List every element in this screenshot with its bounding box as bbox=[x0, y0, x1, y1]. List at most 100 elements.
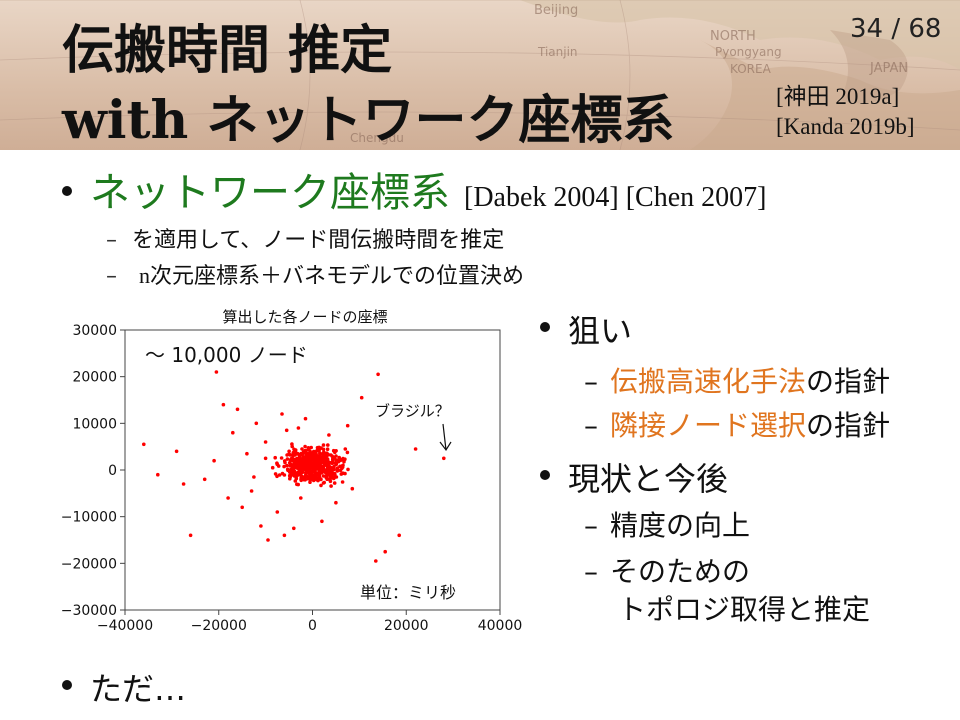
data-point bbox=[305, 453, 309, 457]
data-point bbox=[303, 448, 308, 453]
data-point bbox=[231, 430, 235, 435]
data-point bbox=[307, 465, 312, 470]
data-point bbox=[296, 482, 300, 487]
data-point bbox=[332, 481, 337, 485]
data-point bbox=[304, 463, 309, 468]
data-point bbox=[249, 489, 254, 493]
header-banner: Beijing NORTH Pyongyang KOREA JAPAN Tian… bbox=[0, 0, 960, 150]
bullet-dot bbox=[540, 470, 550, 480]
data-point bbox=[317, 473, 321, 478]
bullet-label: 現状と今後 bbox=[568, 460, 729, 498]
data-point bbox=[316, 478, 320, 483]
data-point bbox=[284, 428, 289, 433]
data-point bbox=[303, 444, 307, 449]
data-point bbox=[293, 448, 298, 452]
data-point bbox=[318, 453, 322, 457]
data-point bbox=[294, 465, 298, 470]
data-point bbox=[329, 484, 333, 488]
data-point bbox=[325, 447, 330, 451]
data-point bbox=[343, 447, 348, 451]
data-point bbox=[282, 533, 287, 538]
data-point bbox=[311, 462, 315, 466]
data-point bbox=[288, 463, 292, 468]
data-point bbox=[311, 465, 315, 470]
data-point bbox=[287, 473, 292, 478]
data-point bbox=[326, 452, 331, 457]
data-point bbox=[337, 457, 342, 462]
status-sub-2: – そのための bbox=[584, 555, 751, 588]
data-point bbox=[288, 453, 293, 457]
data-point bbox=[303, 470, 308, 475]
data-point bbox=[335, 469, 340, 473]
bullet-dot bbox=[540, 322, 550, 332]
data-point bbox=[330, 454, 335, 458]
aim-sub-2: – 隣接ノード選択の指針 bbox=[584, 409, 891, 442]
data-point bbox=[275, 462, 279, 466]
y-tick-label: −30000 bbox=[61, 603, 117, 619]
data-point bbox=[292, 462, 297, 466]
data-point bbox=[324, 475, 329, 480]
data-point bbox=[330, 466, 335, 470]
page-number: 34 / 68 bbox=[850, 14, 942, 44]
data-point bbox=[282, 473, 287, 477]
bullet-aim: 狙い bbox=[540, 306, 632, 352]
data-point bbox=[328, 476, 333, 481]
data-point bbox=[340, 465, 345, 469]
bullet-status: 現状と今後 bbox=[540, 454, 728, 500]
data-point bbox=[320, 465, 324, 470]
data-point bbox=[376, 372, 380, 377]
aim-suffix: の指針 bbox=[806, 409, 891, 442]
status-text: 精度の向上 bbox=[610, 509, 751, 542]
data-point bbox=[327, 433, 331, 437]
data-point bbox=[291, 459, 296, 463]
data-point bbox=[334, 458, 338, 462]
data-point bbox=[299, 474, 304, 479]
map-label: Beijing bbox=[534, 3, 578, 18]
x-axis-ticks: −40000 −20000 0 20000 40000 bbox=[97, 610, 522, 634]
data-point bbox=[280, 412, 284, 416]
title-references: [神田 2019a] [Kanda 2019b] bbox=[776, 82, 915, 142]
data-point bbox=[294, 476, 299, 481]
data-point bbox=[282, 464, 286, 469]
data-point bbox=[321, 474, 326, 478]
data-point bbox=[287, 449, 291, 454]
sub-bullet-n: n bbox=[139, 263, 150, 288]
data-point bbox=[306, 470, 311, 474]
slide-title-line1: 伝搬時間 推定 bbox=[62, 21, 393, 81]
x-tick-label: 0 bbox=[308, 618, 317, 634]
data-point bbox=[299, 452, 303, 456]
data-point bbox=[310, 469, 315, 474]
aim-sub-1: – 伝搬高速化手法の指針 bbox=[584, 365, 891, 398]
data-point bbox=[188, 533, 193, 538]
data-point bbox=[340, 480, 345, 484]
reference-1: [神田 2019a] bbox=[776, 84, 900, 109]
status-sub-2-cont: トポロジ取得と推定 bbox=[618, 593, 871, 626]
data-point bbox=[345, 423, 350, 428]
data-point bbox=[321, 459, 326, 463]
data-point bbox=[413, 447, 418, 451]
data-point bbox=[308, 457, 312, 462]
data-point bbox=[245, 451, 249, 456]
data-point bbox=[279, 456, 284, 460]
bullet-refs: [Dabek 2004] [Chen 2007] bbox=[464, 182, 767, 213]
data-point bbox=[309, 445, 313, 450]
world-map-background: Beijing NORTH Pyongyang KOREA JAPAN Tian… bbox=[0, 0, 960, 150]
data-point bbox=[263, 456, 268, 461]
aim-highlight: 隣接ノード選択 bbox=[610, 409, 807, 442]
data-point bbox=[341, 471, 345, 475]
bullet-dot bbox=[62, 186, 72, 196]
data-point bbox=[338, 468, 343, 473]
bullet-network-coordinates: ネットワーク座標系 [Dabek 2004] [Chen 2007] bbox=[62, 160, 766, 218]
data-point bbox=[254, 421, 259, 426]
bullet-dot bbox=[62, 680, 72, 690]
annotation-node-count: ～ 10,000 ノード bbox=[145, 343, 308, 367]
x-tick-label: 40000 bbox=[478, 618, 523, 634]
aim-suffix: の指針 bbox=[806, 365, 891, 398]
bullet-label: 狙い bbox=[568, 312, 633, 350]
data-point bbox=[342, 459, 346, 464]
status-text: そのための bbox=[610, 555, 751, 588]
bullet-label: ただ… bbox=[90, 670, 187, 708]
data-point bbox=[263, 440, 268, 444]
data-point bbox=[310, 454, 315, 459]
data-point bbox=[252, 475, 256, 479]
